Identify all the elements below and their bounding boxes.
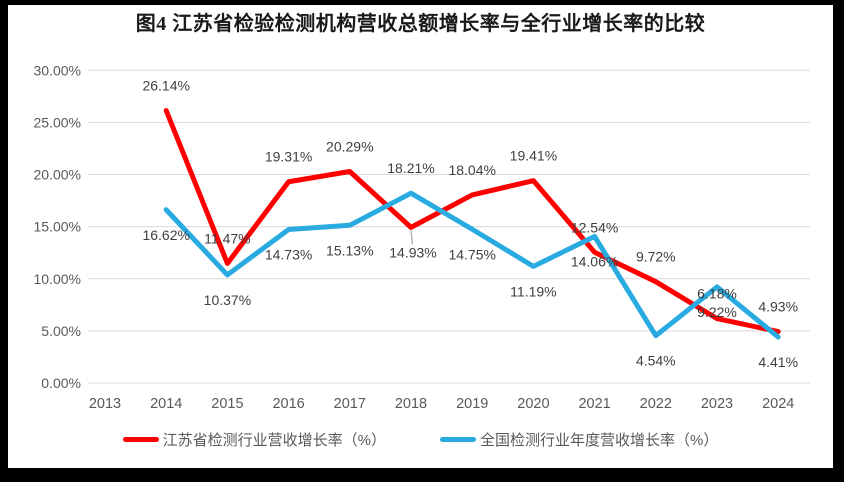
data-label: 15.13% (326, 242, 373, 258)
legend-label-jiangsu: 江苏省检测行业营收增长率（%） (162, 432, 386, 449)
data-label: 9.22% (697, 304, 737, 320)
chart-title: 图4 江苏省检验检测机构营收总额增长率与全行业增长率的比较 (135, 13, 706, 35)
label-leader-line (410, 230, 414, 245)
y-tick-label: 5.00% (41, 323, 81, 339)
data-label: 26.14% (142, 78, 189, 94)
data-label: 20.29% (326, 139, 373, 155)
data-label: 12.54% (571, 219, 618, 235)
x-tick-label: 2021 (578, 396, 610, 412)
data-label: 4.93% (758, 299, 798, 315)
x-tick-label: 2022 (640, 396, 672, 412)
legend-item-national: 全国检测行业年度营收增长率（%） (440, 429, 718, 450)
y-tick-label: 30.00% (34, 62, 81, 78)
y-tick-label: 0.00% (41, 375, 81, 391)
x-tick-label: 2019 (456, 396, 488, 412)
blue-line-swatch (440, 437, 476, 442)
series-line-jiangsu (163, 108, 781, 335)
y-tick-label: 10.00% (34, 271, 81, 287)
data-label: 14.93% (389, 244, 436, 260)
data-label: 18.21% (387, 160, 434, 176)
data-label: 18.04% (448, 162, 495, 178)
data-label: 4.54% (636, 353, 676, 369)
y-tick-label: 15.00% (34, 219, 81, 235)
x-tick-label: 2023 (701, 396, 733, 412)
x-tick-label: 2020 (517, 396, 549, 412)
chart-canvas: 图4 江苏省检验检测机构营收总额增长率与全行业增长率的比较 0.00% 5.00%… (8, 5, 833, 468)
legend-label-national: 全国检测行业年度营收增长率（%） (480, 432, 719, 449)
data-label: 6.18% (697, 286, 737, 302)
x-tick-label: 2017 (334, 396, 366, 412)
line-chart-plot: 0.00% 5.00% 10.00% 15.00% 20.00% 25.00% 30.00%… (34, 62, 810, 412)
data-label: 19.31% (265, 149, 312, 165)
red-line-swatch (122, 437, 159, 442)
data-label: 14.06% (571, 253, 618, 269)
data-label: 16.62% (142, 227, 189, 243)
data-label: 10.37% (204, 292, 251, 308)
x-tick-label: 2018 (395, 396, 427, 412)
data-label: 9.72% (636, 249, 676, 265)
data-label: 11.47% (204, 230, 250, 246)
data-label: 14.75% (448, 246, 495, 262)
y-tick-label: 20.00% (34, 167, 81, 183)
data-label: 11.19% (510, 283, 556, 299)
y-tick-label: 25.00% (34, 114, 81, 130)
series-line-national (163, 190, 781, 340)
data-label: 4.41% (758, 354, 798, 370)
data-label: 19.41% (510, 148, 557, 164)
x-tick-label: 2014 (150, 396, 182, 412)
x-tick-label: 2015 (211, 396, 243, 412)
x-tick-label: 2024 (762, 396, 794, 412)
legend: 江苏省检测行业营收增长率（%） 全国检测行业年度营收增长率（%） (8, 429, 833, 450)
x-tick-label: 2013 (89, 396, 121, 412)
legend-item-jiangsu: 江苏省检测行业营收增长率（%） (122, 429, 386, 450)
x-tick-label: 2016 (272, 396, 304, 412)
data-label: 14.73% (265, 246, 312, 262)
